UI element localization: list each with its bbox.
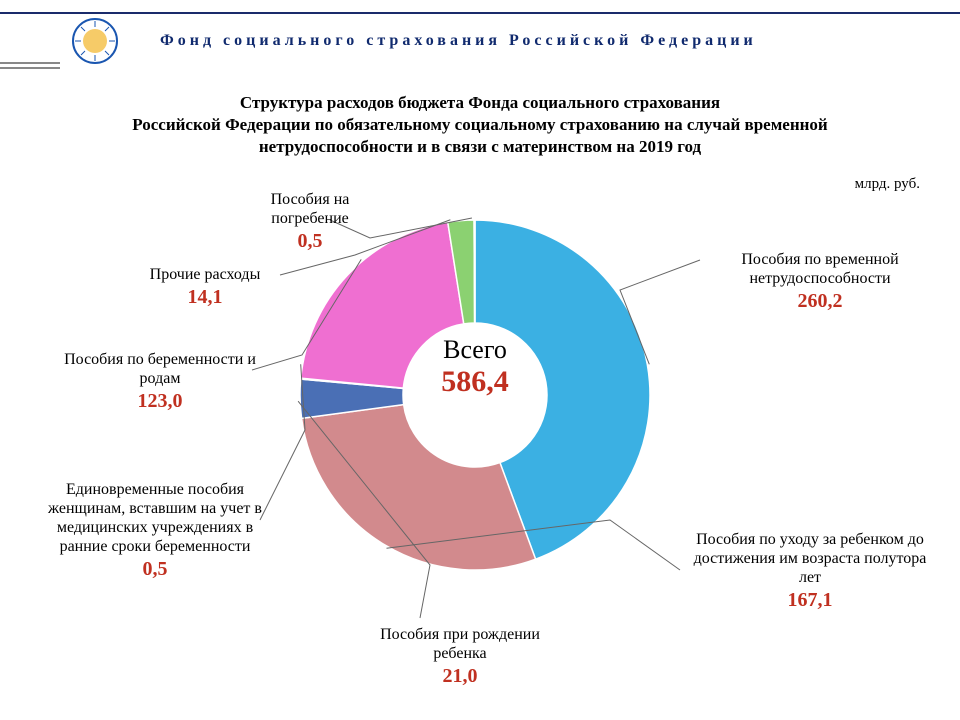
chart-title-line2: Российской Федерации по обязательному со… [132,115,827,134]
callout-label-4: Пособия по беременности и родам [60,350,260,388]
center-title: Всего [290,335,660,365]
callout-value-4: 123,0 [60,390,260,413]
callout-2: Пособия при рождении ребенка21,0 [365,625,555,688]
callout-6: Пособия на погребение0,5 [235,190,385,253]
chart-title: Структура расходов бюджета Фонда социаль… [80,92,880,158]
header-rule-b1 [0,62,60,64]
center-total: 586,4 [290,365,660,399]
callout-value-1: 167,1 [690,589,930,612]
chart-title-line3: нетрудоспособности и в связи с материнст… [259,137,701,156]
callout-value-0: 260,2 [720,290,920,313]
center-label: Всего 586,4 [290,335,660,399]
org-logo-icon [72,18,118,64]
callout-1: Пособия по уходу за ребенком до достижен… [690,530,930,612]
header: Фонд социального страхования Российской … [0,12,960,74]
chart-title-line1: Структура расходов бюджета Фонда социаль… [240,93,720,112]
page: Фонд социального страхования Российской … [0,0,960,720]
callout-label-0: Пособия по временной нетрудоспособности [720,250,920,288]
callout-label-1: Пособия по уходу за ребенком до достижен… [690,530,930,587]
chart-area: Всего 586,4 Пособия по временной нетрудо… [0,170,960,700]
slice-6 [474,220,475,323]
callout-5: Прочие расходы 14,1 [130,265,280,309]
callout-0: Пособия по временной нетрудоспособности2… [720,250,920,313]
org-title: Фонд социального страхования Российской … [160,32,950,50]
callout-label-3: Единовременные пособия женщинам, вставши… [40,480,270,556]
header-rule-b2 [0,67,60,69]
header-rule-top [0,12,960,14]
callout-3: Единовременные пособия женщинам, вставши… [40,480,270,581]
callout-label-2: Пособия при рождении ребенка [365,625,555,663]
callout-value-5: 14,1 [130,286,280,309]
callout-label-5: Прочие расходы [130,265,280,284]
callout-label-6: Пособия на погребение [235,190,385,228]
slice-1 [302,405,536,570]
callout-value-6: 0,5 [235,230,385,253]
callout-4: Пособия по беременности и родам123,0 [60,350,260,413]
callout-value-2: 21,0 [365,665,555,688]
callout-value-3: 0,5 [40,558,270,581]
